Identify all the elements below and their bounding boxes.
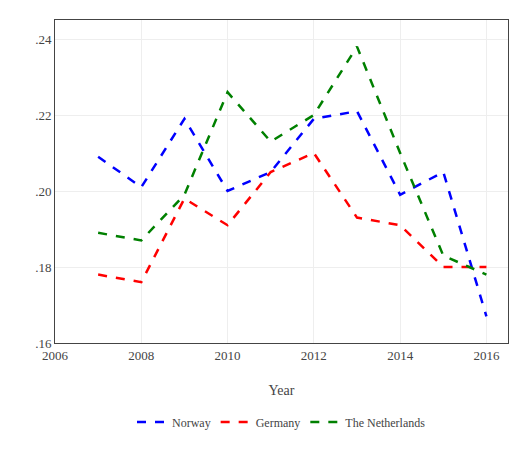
svg-text:2008: 2008 [128,348,154,363]
svg-text:Year: Year [269,383,295,398]
svg-text:2016: 2016 [473,348,500,363]
svg-text:.24: .24 [35,32,52,47]
svg-text:2010: 2010 [215,348,241,363]
svg-text:.20: .20 [35,184,51,199]
svg-text:.16: .16 [35,336,52,351]
svg-text:Norway: Norway [172,416,211,430]
svg-text:.18: .18 [35,260,51,275]
svg-text:Germany: Germany [256,416,301,430]
svg-text:2012: 2012 [301,348,327,363]
svg-text:2006: 2006 [42,348,69,363]
svg-text:2014: 2014 [387,348,414,363]
svg-text:.22: .22 [35,108,51,123]
svg-text:The Netherlands: The Netherlands [345,416,425,430]
